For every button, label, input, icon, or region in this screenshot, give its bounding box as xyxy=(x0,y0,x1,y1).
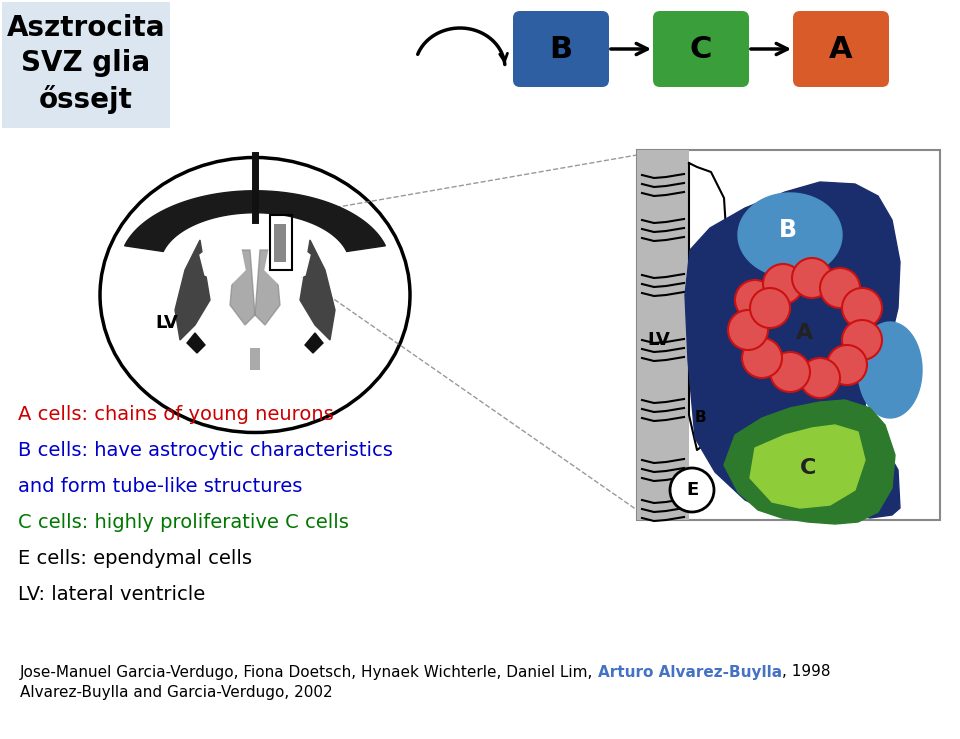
Circle shape xyxy=(842,320,882,360)
Bar xyxy=(270,215,292,270)
Text: Alvarez-Buylla and Garcia-Verdugo, 2002: Alvarez-Buylla and Garcia-Verdugo, 2002 xyxy=(20,686,332,701)
Text: B: B xyxy=(549,35,572,64)
Text: B cells: have astrocytic characteristics: B cells: have astrocytic characteristics xyxy=(18,441,393,460)
Text: B: B xyxy=(694,410,706,426)
Ellipse shape xyxy=(100,157,410,432)
FancyBboxPatch shape xyxy=(637,150,940,520)
Polygon shape xyxy=(255,250,280,325)
Polygon shape xyxy=(265,240,310,285)
FancyBboxPatch shape xyxy=(653,11,749,87)
Circle shape xyxy=(742,338,782,378)
Polygon shape xyxy=(200,240,245,285)
Polygon shape xyxy=(689,163,727,450)
Text: LV: lateral ventricle: LV: lateral ventricle xyxy=(18,585,205,605)
FancyBboxPatch shape xyxy=(2,2,170,128)
Text: C: C xyxy=(800,458,816,478)
Polygon shape xyxy=(858,322,922,418)
Text: E cells: ependymal cells: E cells: ependymal cells xyxy=(18,550,252,568)
Polygon shape xyxy=(187,333,205,353)
Bar xyxy=(274,224,286,262)
Circle shape xyxy=(820,268,860,308)
Text: LV: LV xyxy=(156,314,179,332)
Circle shape xyxy=(750,288,790,328)
Text: A: A xyxy=(797,323,814,343)
Text: A: A xyxy=(829,35,852,64)
Polygon shape xyxy=(305,333,323,353)
Polygon shape xyxy=(300,240,335,340)
Polygon shape xyxy=(724,400,895,524)
Polygon shape xyxy=(125,191,385,251)
Circle shape xyxy=(827,345,867,385)
FancyBboxPatch shape xyxy=(793,11,889,87)
Text: Asztrocita
SVZ glia
őssejt: Asztrocita SVZ glia őssejt xyxy=(7,13,165,115)
Text: A cells: chains of young neurons: A cells: chains of young neurons xyxy=(18,406,334,424)
Text: , 1998: , 1998 xyxy=(782,664,830,679)
Text: C: C xyxy=(690,35,712,64)
Text: Jose-Manuel Garcia-Verdugo, Fiona Doetsch, Hynaek Wichterle, Daniel Lim,: Jose-Manuel Garcia-Verdugo, Fiona Doetsc… xyxy=(20,664,598,679)
Bar xyxy=(250,348,260,370)
Circle shape xyxy=(842,288,882,328)
Text: and form tube-like structures: and form tube-like structures xyxy=(18,477,302,497)
Text: B: B xyxy=(779,218,797,242)
Circle shape xyxy=(728,310,768,350)
Polygon shape xyxy=(230,250,255,325)
Text: C cells: highly proliferative C cells: C cells: highly proliferative C cells xyxy=(18,514,348,533)
Circle shape xyxy=(735,280,775,320)
Bar xyxy=(637,150,689,520)
Polygon shape xyxy=(685,182,900,518)
Circle shape xyxy=(792,258,832,298)
Text: LV: LV xyxy=(648,331,670,349)
Polygon shape xyxy=(175,240,210,340)
Circle shape xyxy=(763,264,803,304)
Circle shape xyxy=(770,352,810,392)
Circle shape xyxy=(800,358,840,398)
Polygon shape xyxy=(738,193,842,277)
Text: Arturo Alvarez-Buylla: Arturo Alvarez-Buylla xyxy=(598,664,782,679)
Polygon shape xyxy=(750,425,865,508)
FancyBboxPatch shape xyxy=(513,11,609,87)
Text: E: E xyxy=(685,481,698,499)
Circle shape xyxy=(670,468,714,512)
